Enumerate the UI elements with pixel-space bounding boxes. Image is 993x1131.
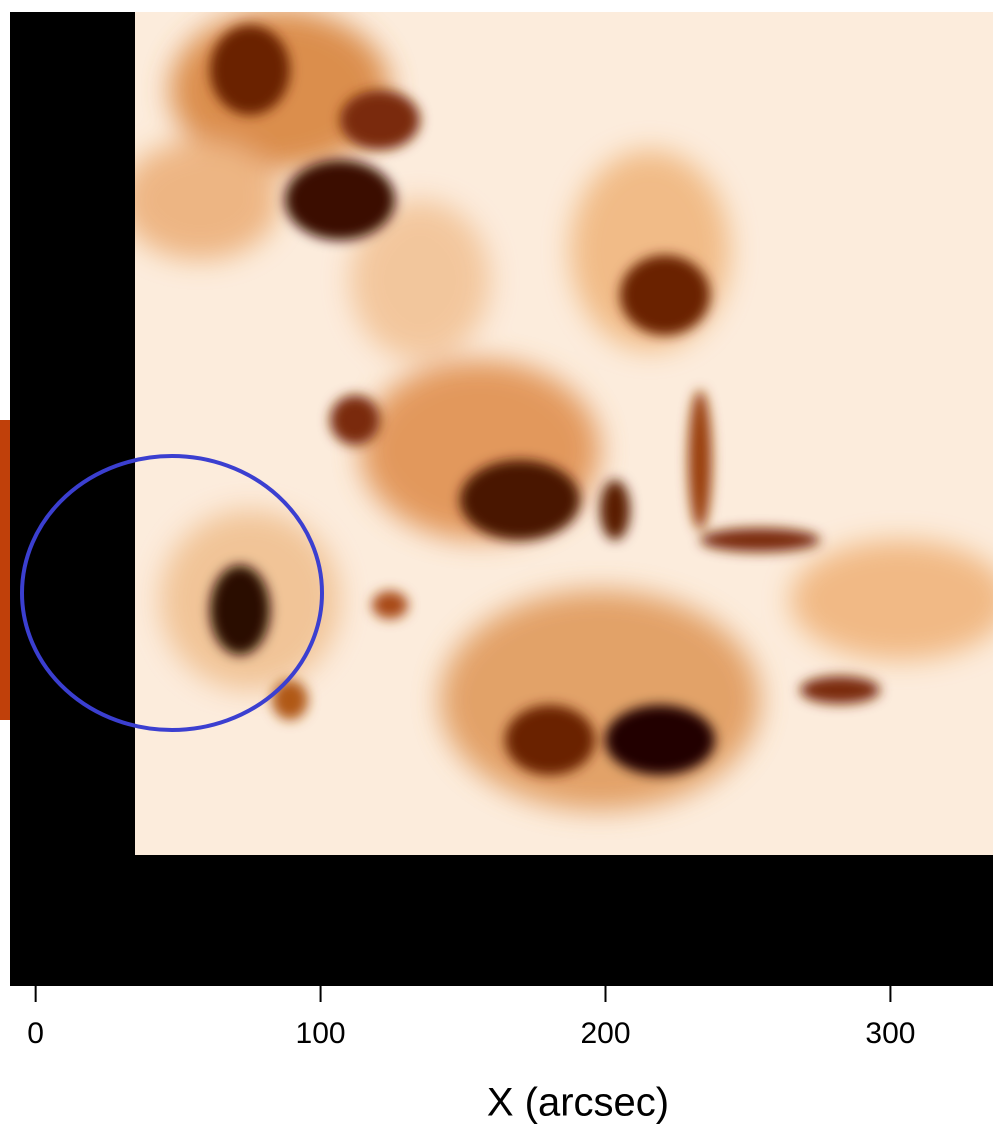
x-tick-label: 200 (580, 1017, 630, 1050)
edge-strip (0, 420, 10, 720)
x-tick-label: 300 (865, 1017, 915, 1050)
x-tick-label: 0 (27, 1017, 44, 1050)
x-axis-label: X (arcsec) (487, 1081, 669, 1125)
x-tick-label: 100 (296, 1017, 346, 1050)
page: X (arcsec) 0100200300 (() => { const dat… (0, 0, 993, 1131)
solar-image (120, 10, 993, 855)
chart: X (arcsec) 0 100 200 300 (0, 0, 993, 1131)
